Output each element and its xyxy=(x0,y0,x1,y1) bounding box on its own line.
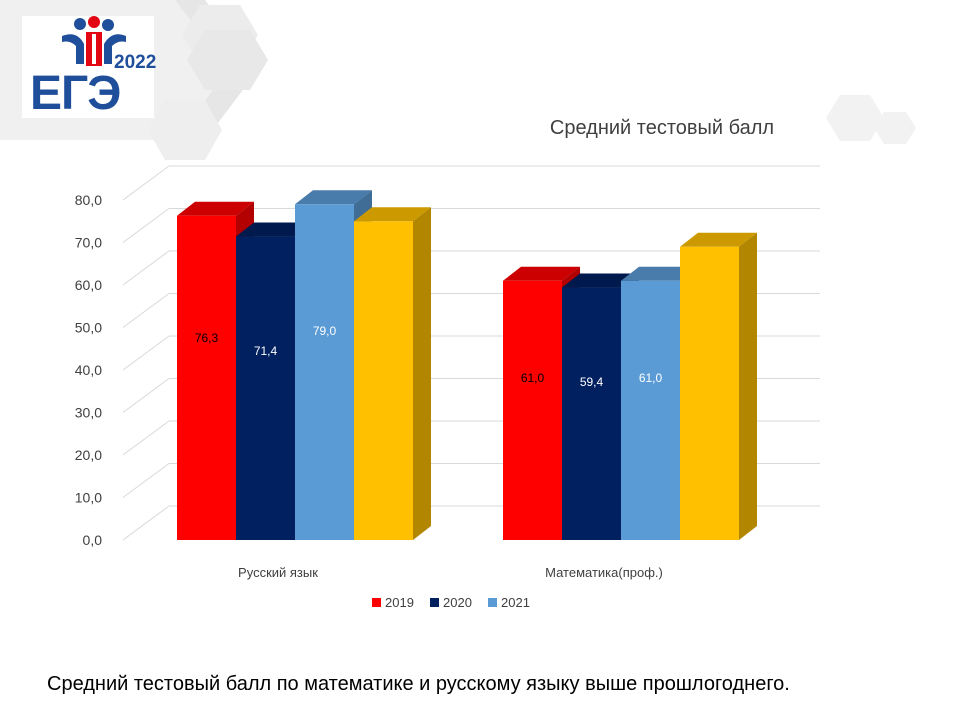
bar-top-2019 xyxy=(177,201,254,216)
bar-2021 xyxy=(295,204,354,540)
gridline-diagonal xyxy=(122,378,170,413)
chart-title: Средний тестовый балл xyxy=(550,117,774,139)
bar-2020 xyxy=(236,236,295,541)
y-tick-label: 10,0 xyxy=(75,490,102,506)
gridline-diagonal xyxy=(122,165,170,201)
gridline-diagonal xyxy=(122,208,170,243)
y-tick-label: 20,0 xyxy=(75,447,102,463)
gridline-diagonal xyxy=(122,335,170,371)
data-label: 76,3 xyxy=(195,331,219,345)
y-tick-label: 60,0 xyxy=(75,277,102,293)
bar-top-2020 xyxy=(236,222,313,237)
gridline-diagonal xyxy=(122,250,170,286)
data-label: 79,0 xyxy=(313,324,337,338)
people-figures-icon xyxy=(62,16,126,66)
bar-top-2019 xyxy=(503,266,580,281)
bar-series3 xyxy=(354,221,413,540)
gridline-diagonal xyxy=(122,505,170,541)
legend-entry-2020: 2020 xyxy=(443,595,472,610)
y-tick-label: 50,0 xyxy=(75,320,102,336)
y-tick-label: 0,0 xyxy=(83,532,103,548)
bar-2021 xyxy=(621,280,680,540)
legend-swatch-2019 xyxy=(372,598,381,607)
y-tick-label: 70,0 xyxy=(75,235,102,251)
bar-top-2021 xyxy=(621,266,698,281)
bar-side-series3 xyxy=(739,232,757,540)
bar-series3 xyxy=(680,246,739,540)
bar-2019 xyxy=(177,215,236,540)
data-label: 61,0 xyxy=(639,371,663,385)
data-label: 61,0 xyxy=(521,371,545,385)
bar-2019 xyxy=(503,280,562,540)
y-tick-label: 40,0 xyxy=(75,362,102,378)
category-label: Математика(проф.) xyxy=(545,565,663,580)
bar-2020 xyxy=(562,287,621,540)
gridline-diagonal xyxy=(122,463,170,498)
legend-entry-2021: 2021 xyxy=(501,595,530,610)
bar-top-2021 xyxy=(295,190,372,205)
legend-entry-2019: 2019 xyxy=(385,595,414,610)
data-label: 71,4 xyxy=(254,344,278,358)
logo-year: 2022 xyxy=(114,52,157,73)
y-tick-label: 30,0 xyxy=(75,405,102,421)
bar-top-series3 xyxy=(354,207,431,222)
bar-top-series3 xyxy=(680,232,757,247)
bar-side-series3 xyxy=(413,207,431,540)
bar-top-2020 xyxy=(562,273,639,288)
category-label: Русский язык xyxy=(238,565,318,580)
gridline-diagonal xyxy=(122,420,170,456)
data-label: 59,4 xyxy=(580,375,604,389)
logo-word: ЕГЭ xyxy=(30,67,121,120)
y-tick-label: 80,0 xyxy=(75,192,102,208)
gridline-diagonal xyxy=(122,293,170,328)
caption-text: Средний тестовый балл по математике и ру… xyxy=(47,673,790,695)
ege-logo: 2022 ЕГЭ xyxy=(22,16,157,120)
legend-swatch-2021 xyxy=(488,598,497,607)
legend-swatch-2020 xyxy=(430,598,439,607)
